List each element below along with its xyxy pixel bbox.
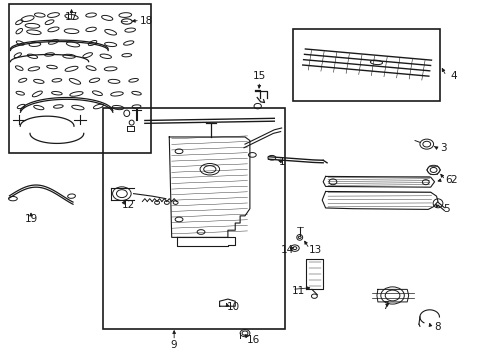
Text: 6: 6: [445, 175, 452, 185]
Text: 4: 4: [450, 71, 457, 81]
Text: 14: 14: [281, 245, 294, 255]
Text: 1: 1: [279, 157, 286, 167]
Text: 9: 9: [171, 340, 177, 350]
Text: 11: 11: [292, 286, 305, 296]
Bar: [103, 108, 285, 329]
Text: 19: 19: [24, 215, 38, 224]
Text: 10: 10: [226, 302, 240, 312]
Text: 16: 16: [247, 334, 260, 345]
Text: 15: 15: [253, 71, 266, 81]
Text: 17: 17: [65, 12, 78, 22]
Text: 13: 13: [309, 245, 322, 255]
Text: 12: 12: [122, 200, 135, 210]
Text: 8: 8: [435, 322, 441, 332]
Bar: [9, 4, 151, 153]
Text: 3: 3: [441, 143, 447, 153]
Text: 5: 5: [443, 204, 449, 214]
Bar: [293, 30, 441, 101]
Text: 18: 18: [140, 17, 153, 27]
Text: 2: 2: [450, 175, 457, 185]
Text: 7: 7: [382, 301, 389, 311]
